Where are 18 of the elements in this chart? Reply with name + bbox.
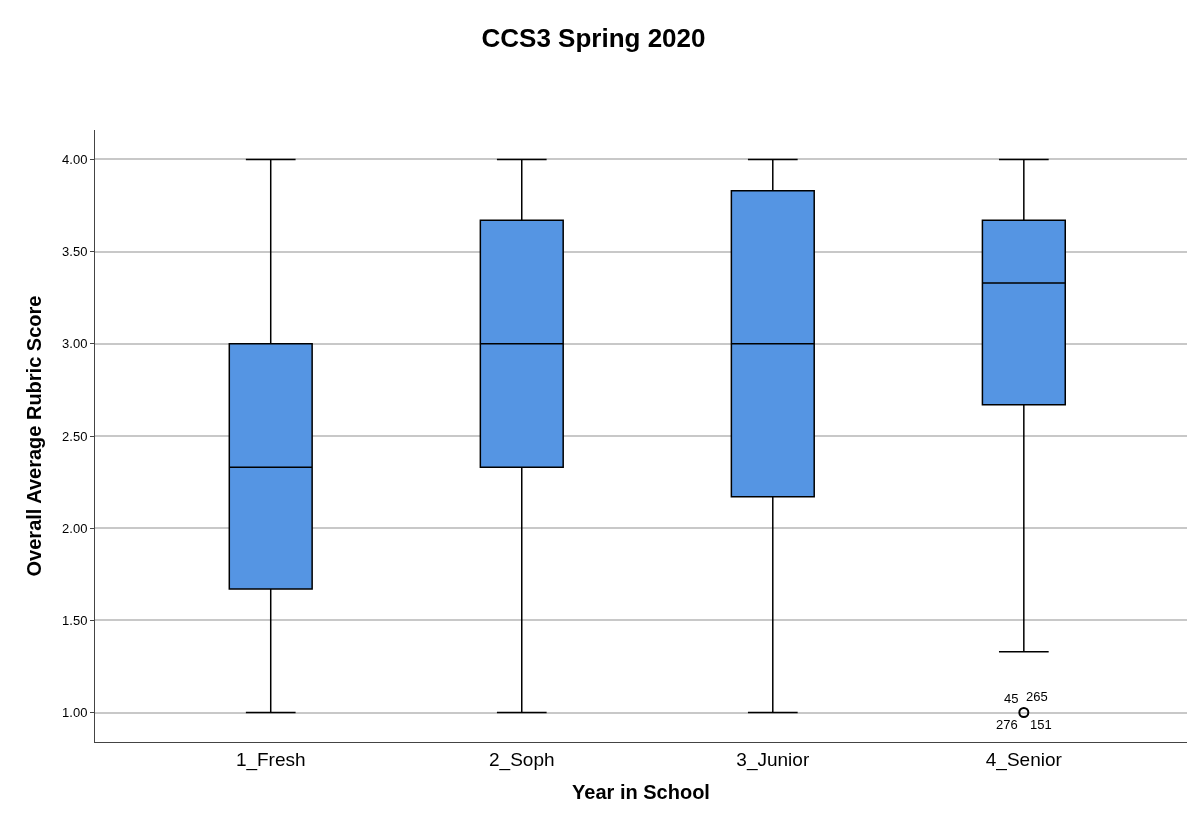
x-tick-label: 3_Junior [736,748,810,771]
y-tick-label: 2.50 [62,428,88,444]
annotation: 265 [1026,689,1048,704]
x-axis-title: Year in School [572,781,710,804]
annotation: 276 [996,717,1018,732]
x-tick-label: 4_Senior [985,748,1063,771]
x-tick-label: 1_Fresh [235,748,306,771]
annotation: 45 [1004,691,1019,706]
y-tick-label: 3.00 [62,336,88,352]
y-tick-label: 3.50 [62,244,88,260]
y-tick-label: 4.00 [62,152,88,168]
y-axis-title: Overall Average Rubric Score [22,295,45,577]
annotation: 151 [1030,717,1052,732]
y-tick-label: 1.50 [62,612,88,628]
x-tick-label: 2_Soph [489,748,555,771]
y-tick-label: 2.00 [62,520,88,536]
chart-title: CCS3 Spring 2020 [481,23,706,54]
y-tick-label: 1.00 [62,705,88,721]
